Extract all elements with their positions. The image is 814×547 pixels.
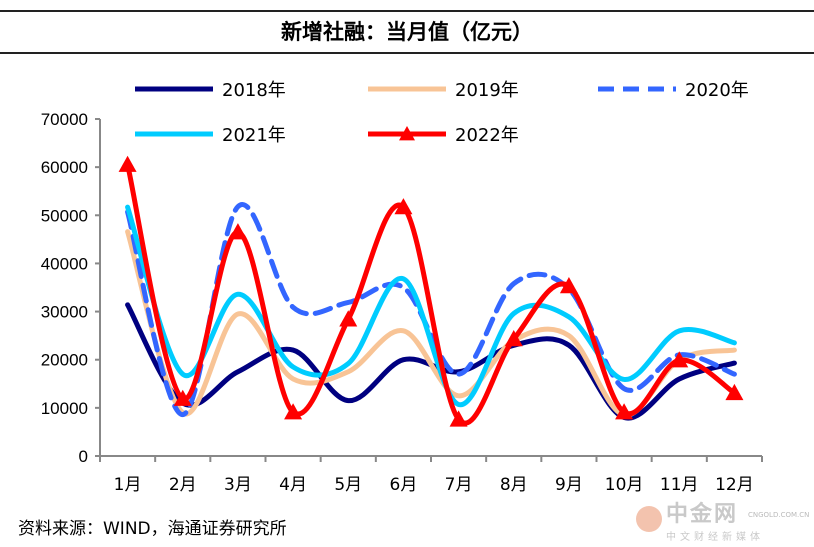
x-tick-label: 5月	[334, 475, 362, 495]
y-tick-label: 40000	[41, 254, 88, 273]
data-point-marker	[118, 155, 137, 172]
x-tick-label: 11月	[660, 475, 699, 495]
legend-label: 2021年	[222, 125, 286, 146]
legend-label: 2019年	[455, 80, 519, 101]
x-tick-label: 8月	[500, 475, 528, 495]
data-point-marker	[559, 277, 578, 294]
legend-label: 2022年	[455, 125, 519, 146]
watermark-url: CNGOLD.COM.CN	[748, 511, 810, 519]
y-tick-label: 30000	[41, 303, 88, 322]
chart-title: 新增社融：当月值（亿元）	[0, 10, 814, 54]
y-tick-label: 50000	[41, 206, 88, 225]
y-tick-label: 20000	[41, 351, 88, 370]
data-point-marker	[228, 223, 247, 240]
source-note: 资料来源：WIND，海通证券研究所	[18, 519, 287, 539]
data-point-marker	[284, 403, 303, 420]
watermark-name: 中金网	[666, 502, 739, 527]
x-tick-label: 6月	[390, 475, 418, 495]
data-point-marker	[173, 389, 192, 406]
x-tick-label: 4月	[279, 475, 307, 495]
data-point-marker	[339, 310, 358, 327]
legend-label: 2018年	[222, 80, 286, 101]
x-tick-label: 7月	[445, 475, 473, 495]
x-tick-label: 1月	[114, 475, 142, 495]
y-tick-label: 60000	[41, 158, 88, 177]
data-point-marker	[670, 351, 689, 368]
data-point-marker	[394, 198, 413, 215]
legend-marker	[399, 126, 415, 141]
logo-icon	[636, 506, 662, 532]
data-point-marker	[449, 410, 468, 427]
watermark-logo: 中金网中文财经新媒体 CNGOLD.COM.CN	[636, 502, 812, 547]
legend-label: 2020年	[685, 80, 749, 101]
data-point-marker	[504, 330, 523, 347]
x-tick-label: 10月	[605, 475, 644, 495]
x-tick-label: 2月	[169, 475, 197, 495]
data-point-marker	[725, 383, 744, 401]
x-tick-label: 12月	[715, 475, 754, 495]
watermark-subtitle: 中文财经新媒体	[666, 532, 764, 543]
x-tick-label: 9月	[555, 475, 583, 495]
y-tick-label: 0	[79, 447, 88, 466]
series-line-2021年	[125, 204, 737, 407]
y-tick-label: 70000	[41, 110, 88, 129]
x-tick-label: 3月	[224, 475, 252, 495]
y-tick-label: 10000	[41, 399, 88, 418]
data-point-marker	[615, 403, 634, 420]
